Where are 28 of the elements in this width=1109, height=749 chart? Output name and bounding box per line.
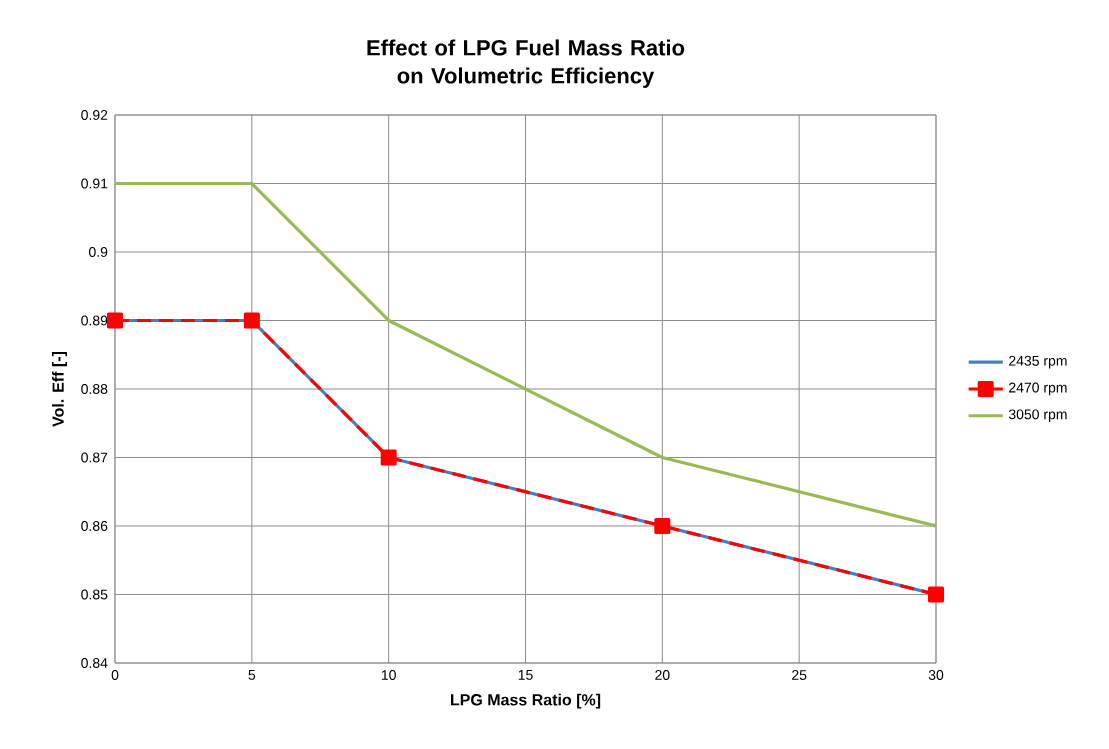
x-tick-label: 15 <box>518 670 533 680</box>
y-tick-label: 0.87 <box>81 452 108 463</box>
x-tick-label: 20 <box>655 670 670 680</box>
y-axis-title: Vol. Eff [-] <box>52 351 67 427</box>
point <box>928 586 944 603</box>
y-tick-label: 0.86 <box>81 521 108 531</box>
x-tick-label: 0 <box>111 670 119 680</box>
y-tick-label: 0.92 <box>81 110 108 120</box>
point <box>654 517 671 534</box>
line-series <box>115 181 936 528</box>
y-tick-label: 0.85 <box>81 589 108 600</box>
x-axis-title: LPG Mass Ratio [%] <box>451 693 601 709</box>
legend-label: 2435 rpm <box>1009 355 1067 369</box>
legend-label: 3050 rpm <box>1008 409 1067 423</box>
legend-label: 2470 rpm <box>1009 382 1067 396</box>
y-tick-label: 0.88 <box>81 384 108 394</box>
y-tick-label: 0.89 <box>81 315 108 326</box>
chart-title: Effect of LPG Fuel Mass Ratio on Volumetric Efficiency <box>367 39 685 88</box>
point <box>380 449 397 466</box>
y-tick-label: 0.84 <box>81 658 108 668</box>
x-tick-label: 10 <box>381 670 396 680</box>
point <box>107 312 124 329</box>
x-tick-label: 25 <box>792 670 807 680</box>
y-tick-label: 0.91 <box>81 178 108 189</box>
y-tick-label: 0.9 <box>89 247 108 257</box>
x-tick-label: 30 <box>928 670 944 680</box>
x-tick-label: 5 <box>248 670 256 680</box>
point <box>243 312 260 329</box>
